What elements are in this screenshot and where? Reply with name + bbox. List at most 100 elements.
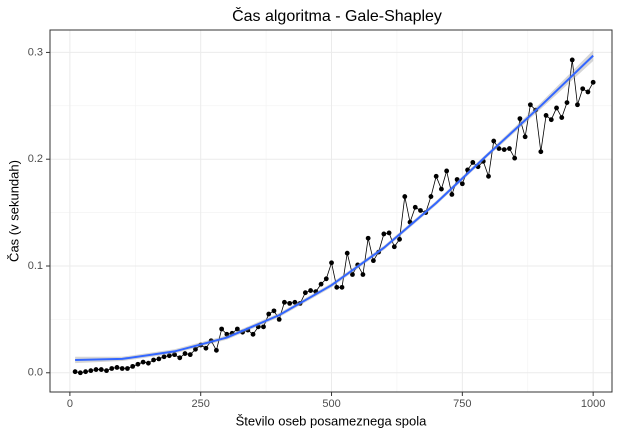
data-point	[554, 105, 559, 111]
data-point	[224, 331, 230, 337]
data-point	[501, 147, 507, 152]
data-point	[412, 204, 418, 210]
data-point	[219, 326, 225, 332]
data-point	[564, 100, 570, 106]
data-point	[486, 173, 491, 179]
data-point	[109, 366, 115, 371]
y-tick-label: 0.1	[28, 260, 43, 272]
data-point	[135, 361, 141, 367]
data-point	[140, 359, 146, 365]
data-point	[470, 160, 476, 165]
data-point	[182, 351, 188, 356]
data-point	[119, 366, 125, 371]
data-point	[428, 194, 434, 199]
smooth-line	[75, 54, 594, 361]
data-point	[386, 230, 392, 236]
data-point	[302, 290, 308, 296]
data-point	[350, 272, 355, 277]
data-point	[569, 57, 575, 63]
data-point	[585, 89, 591, 95]
data-point	[156, 356, 162, 362]
data-point	[543, 113, 549, 118]
data-point	[98, 367, 104, 372]
data-point	[334, 284, 340, 290]
data-point	[527, 102, 533, 108]
data-point	[287, 300, 293, 306]
data-point	[418, 208, 423, 213]
data-point	[580, 86, 586, 92]
data-point	[517, 116, 523, 122]
data-point	[166, 353, 172, 359]
data-point	[93, 367, 99, 372]
data-point	[512, 155, 518, 161]
data-point	[538, 149, 544, 155]
data-point	[177, 355, 183, 361]
data-point	[145, 360, 151, 366]
chart-title: Čas algoritma - Gale-Shapley	[232, 6, 442, 25]
x-tick-label: 0	[67, 398, 73, 410]
data-point	[370, 258, 376, 264]
data-line	[75, 59, 594, 374]
data-point	[433, 173, 439, 179]
y-tick-label: 0.2	[28, 153, 43, 165]
data-point	[323, 276, 329, 282]
data-point	[261, 324, 266, 330]
data-point	[491, 138, 497, 144]
data-point	[193, 346, 198, 352]
data-point	[88, 368, 94, 374]
data-point	[282, 299, 287, 305]
data-point	[125, 366, 130, 371]
data-point	[344, 250, 350, 256]
x-axis-title: Število oseb posameznega spola	[236, 413, 428, 428]
data-point	[214, 347, 219, 353]
data-point	[496, 146, 502, 151]
data-point	[161, 354, 167, 360]
data-point	[271, 308, 277, 314]
data-point	[130, 363, 136, 369]
data-point	[548, 117, 554, 123]
data-point	[522, 134, 528, 140]
data-point	[459, 181, 465, 187]
data-point	[329, 260, 334, 266]
data-point	[308, 288, 313, 293]
data-point	[590, 79, 596, 85]
x-tick-label: 750	[453, 398, 471, 410]
data-point	[151, 357, 157, 363]
data-point	[234, 326, 240, 332]
data-point	[250, 331, 256, 337]
data-point	[83, 369, 88, 375]
data-point	[449, 192, 455, 197]
plot-border	[49, 29, 613, 393]
data-point	[318, 281, 324, 287]
data-point	[77, 370, 83, 376]
x-tick-label: 250	[192, 398, 210, 410]
x-tick-label: 500	[322, 398, 340, 410]
data-point	[444, 168, 450, 174]
x-tick-label: 1000	[581, 398, 605, 410]
data-point	[172, 352, 177, 358]
data-point	[439, 186, 444, 192]
data-point	[397, 236, 402, 242]
data-point	[114, 365, 120, 370]
data-point	[391, 244, 397, 250]
y-tick-label: 0.3	[28, 46, 43, 58]
data-point	[292, 299, 298, 305]
data-point	[559, 115, 565, 120]
y-tick-label: 0.0	[28, 367, 43, 379]
data-point	[203, 345, 209, 351]
data-point	[402, 194, 408, 199]
data-point	[187, 352, 193, 358]
data-point	[575, 102, 580, 108]
data-point	[72, 369, 78, 375]
data-point	[360, 272, 366, 277]
data-point	[507, 146, 512, 151]
data-point	[381, 231, 387, 237]
data-point	[454, 177, 460, 182]
data-point	[104, 368, 109, 374]
data-point	[276, 316, 282, 322]
data-point	[266, 311, 272, 317]
data-point	[365, 235, 371, 241]
data-point	[339, 284, 345, 290]
plot-background	[50, 30, 612, 392]
